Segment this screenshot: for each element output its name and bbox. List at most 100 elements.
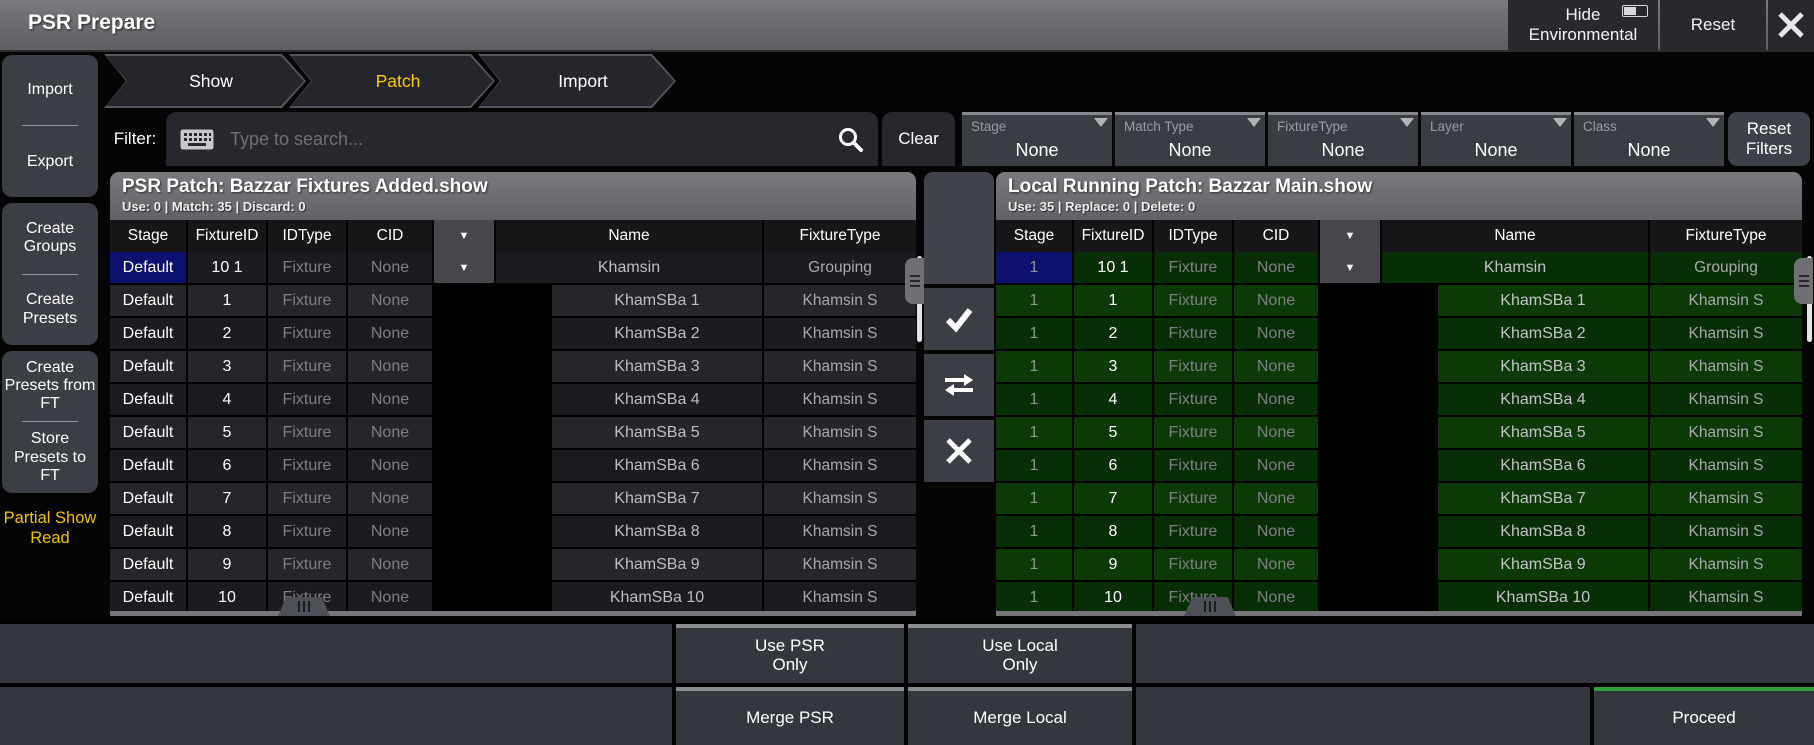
cell-stage[interactable]: Default xyxy=(110,516,188,547)
cell-fixtureid[interactable]: 6 xyxy=(1074,450,1154,481)
reset-button[interactable]: Reset xyxy=(1660,0,1766,50)
table-row[interactable]: 1 8 Fixture None KhamSBa 8 Khamsin S xyxy=(996,516,1802,547)
cell-idtype[interactable]: Fixture xyxy=(268,252,348,283)
cell-cid[interactable]: None xyxy=(1234,582,1320,613)
cell-stage[interactable]: 1 xyxy=(996,318,1074,349)
local-horizontal-scrollbar[interactable] xyxy=(996,611,1802,616)
cell-name[interactable]: KhamSBa 6 xyxy=(1382,450,1650,481)
use-local-only-button[interactable]: Use Local Only xyxy=(908,624,1132,683)
cell-cid[interactable]: None xyxy=(348,351,434,382)
cell-stage[interactable]: Default xyxy=(110,483,188,514)
expand-toggle[interactable]: ▼ xyxy=(434,252,496,283)
cell-idtype[interactable]: Fixture xyxy=(268,516,348,547)
table-row[interactable]: Default 5 Fixture None KhamSBa 5 Khamsin S xyxy=(110,417,916,448)
table-row[interactable]: 1 7 Fixture None KhamSBa 7 Khamsin S xyxy=(996,483,1802,514)
table-row[interactable]: 1 10 1 Fixture None ▼ Khamsin Grouping xyxy=(996,252,1802,283)
cell-stage[interactable]: Default xyxy=(110,549,188,580)
cell-name[interactable]: KhamSBa 1 xyxy=(496,285,764,316)
cell-cid[interactable]: None xyxy=(1234,483,1320,514)
cell-name[interactable]: Khamsin xyxy=(1382,252,1650,283)
psr-scroll-grip[interactable] xyxy=(905,258,924,304)
cell-fixturetype[interactable]: Khamsin S xyxy=(1650,582,1802,613)
cell-name[interactable]: KhamSBa 2 xyxy=(496,318,764,349)
cell-fixturetype[interactable]: Khamsin S xyxy=(1650,285,1802,316)
cell-name[interactable]: KhamSBa 4 xyxy=(1382,384,1650,415)
cell-name[interactable]: KhamSBa 8 xyxy=(1382,516,1650,547)
cell-cid[interactable]: None xyxy=(1234,384,1320,415)
cell-idtype[interactable]: Fixture xyxy=(268,549,348,580)
close-button[interactable] xyxy=(1768,0,1814,50)
cell-fixturetype[interactable]: Khamsin S xyxy=(764,450,916,481)
cell-fixtureid[interactable]: 4 xyxy=(188,384,268,415)
cell-fixtureid[interactable]: 1 xyxy=(188,285,268,316)
cell-fixturetype[interactable]: Khamsin S xyxy=(1650,483,1802,514)
class-filter-dropdown[interactable]: Class None xyxy=(1574,112,1724,166)
cell-cid[interactable]: None xyxy=(348,252,434,283)
cell-fixtureid[interactable]: 5 xyxy=(188,417,268,448)
cell-stage[interactable]: 1 xyxy=(996,450,1074,481)
use-psr-only-button[interactable]: Use PSR Only xyxy=(676,624,904,683)
table-row[interactable]: Default 6 Fixture None KhamSBa 6 Khamsin S xyxy=(110,450,916,481)
merge-local-button[interactable]: Merge Local xyxy=(908,686,1132,745)
cell-fixtureid[interactable]: 8 xyxy=(188,516,268,547)
cell-cid[interactable]: None xyxy=(1234,351,1320,382)
fixturetype-filter-dropdown[interactable]: FixtureType None xyxy=(1268,112,1418,166)
cell-fixtureid[interactable]: 10 xyxy=(188,582,268,613)
sidebar-item-export[interactable]: Export xyxy=(26,152,74,170)
cell-name[interactable]: KhamSBa 7 xyxy=(1382,483,1650,514)
cell-cid[interactable]: None xyxy=(348,318,434,349)
cell-fixturetype[interactable]: Khamsin S xyxy=(764,285,916,316)
cell-idtype[interactable]: Fixture xyxy=(1154,549,1234,580)
column-header-cid[interactable]: CID xyxy=(1234,220,1320,252)
cell-idtype[interactable]: Fixture xyxy=(1154,450,1234,481)
column-header-idtype[interactable]: IDType xyxy=(268,220,348,252)
cell-stage[interactable]: 1 xyxy=(996,549,1074,580)
stage-filter-dropdown[interactable]: Stage None xyxy=(962,112,1112,166)
cell-name[interactable]: KhamSBa 9 xyxy=(496,549,764,580)
cell-fixtureid[interactable]: 1 xyxy=(1074,285,1154,316)
cell-stage[interactable]: Default xyxy=(110,582,188,613)
column-header-expand[interactable]: ▼ xyxy=(1320,220,1382,252)
cell-stage[interactable]: Default xyxy=(110,252,188,283)
cell-name[interactable]: KhamSBa 4 xyxy=(496,384,764,415)
cell-idtype[interactable]: Fixture xyxy=(1154,516,1234,547)
cell-stage[interactable]: Default xyxy=(110,285,188,316)
cell-fixtureid[interactable]: 8 xyxy=(1074,516,1154,547)
cell-stage[interactable]: 1 xyxy=(996,384,1074,415)
cell-cid[interactable]: None xyxy=(1234,318,1320,349)
column-header-name[interactable]: Name xyxy=(496,220,764,252)
cell-cid[interactable]: None xyxy=(1234,252,1320,283)
layer-filter-dropdown[interactable]: Layer None xyxy=(1421,112,1571,166)
psr-hscroll-grip[interactable] xyxy=(278,597,330,616)
cell-fixturetype[interactable]: Khamsin S xyxy=(1650,417,1802,448)
cell-idtype[interactable]: Fixture xyxy=(1154,483,1234,514)
cell-idtype[interactable]: Fixture xyxy=(1154,318,1234,349)
cell-fixturetype[interactable]: Khamsin S xyxy=(764,582,916,613)
tab-patch[interactable]: Patch xyxy=(289,54,495,108)
clear-button[interactable]: Clear xyxy=(882,112,955,166)
table-row[interactable]: 1 5 Fixture None KhamSBa 5 Khamsin S xyxy=(996,417,1802,448)
cell-fixturetype[interactable]: Khamsin S xyxy=(764,549,916,580)
column-header-fixturetype[interactable]: FixtureType xyxy=(1650,220,1802,252)
cell-fixturetype[interactable]: Khamsin S xyxy=(1650,351,1802,382)
cell-cid[interactable]: None xyxy=(348,285,434,316)
cell-fixturetype[interactable]: Khamsin S xyxy=(1650,450,1802,481)
table-row[interactable]: 1 3 Fixture None KhamSBa 3 Khamsin S xyxy=(996,351,1802,382)
cell-idtype[interactable]: Fixture xyxy=(1154,351,1234,382)
table-row[interactable]: 1 4 Fixture None KhamSBa 4 Khamsin S xyxy=(996,384,1802,415)
cell-idtype[interactable]: Fixture xyxy=(1154,384,1234,415)
cell-cid[interactable]: None xyxy=(348,549,434,580)
sidebar-item-create-presets[interactable]: Create Presets xyxy=(22,291,78,327)
cell-fixtureid[interactable]: 4 xyxy=(1074,384,1154,415)
cell-fixtureid[interactable]: 7 xyxy=(188,483,268,514)
cell-fixturetype[interactable]: Khamsin S xyxy=(1650,516,1802,547)
cell-name[interactable]: Khamsin xyxy=(496,252,764,283)
cell-name[interactable]: KhamSBa 7 xyxy=(496,483,764,514)
cell-stage[interactable]: Default xyxy=(110,351,188,382)
column-header-stage[interactable]: Stage xyxy=(996,220,1074,252)
table-row[interactable]: Default 2 Fixture None KhamSBa 2 Khamsin S xyxy=(110,318,916,349)
local-hscroll-grip[interactable] xyxy=(1184,597,1236,616)
cell-fixturetype[interactable]: Khamsin S xyxy=(1650,318,1802,349)
table-row[interactable]: Default 10 1 Fixture None ▼ Khamsin Grouping xyxy=(110,252,916,283)
table-row[interactable]: Default 9 Fixture None KhamSBa 9 Khamsin S xyxy=(110,549,916,580)
